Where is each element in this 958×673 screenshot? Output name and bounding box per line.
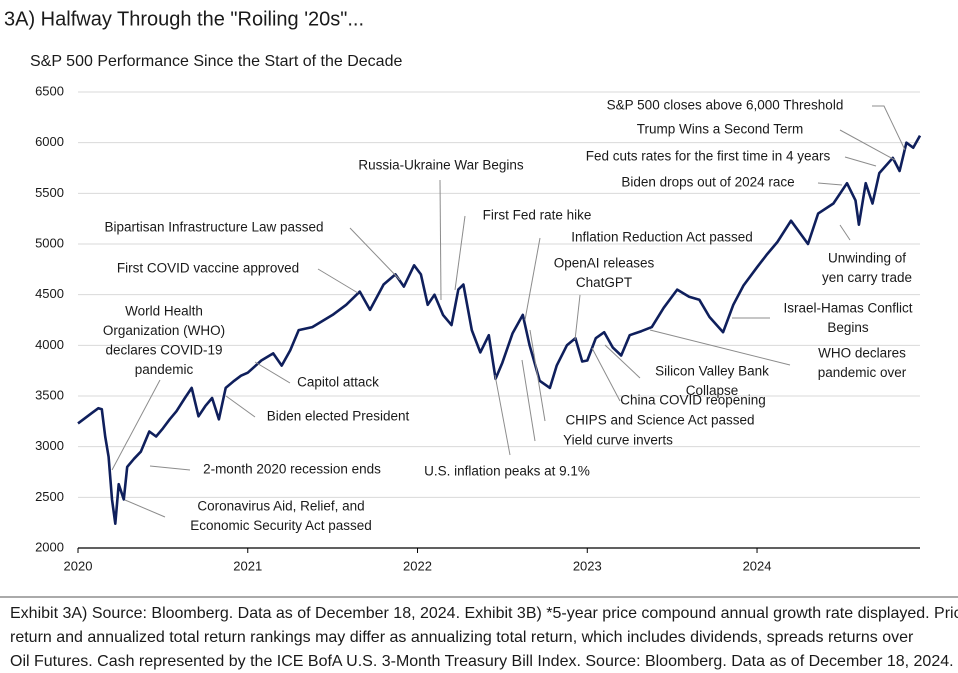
x-tick-label: 2023 (573, 558, 602, 573)
annotation: pandemic over (818, 365, 907, 380)
annotation: Economic Security Act passed (190, 518, 372, 533)
y-tick-label: 4000 (35, 337, 64, 352)
annotation: yen carry trade (822, 270, 912, 285)
annotation: U.S. inflation peaks at 9.1% (424, 464, 590, 479)
annotation: China COVID reopening (620, 393, 766, 408)
annotation-leader (574, 294, 581, 341)
annotation-leader (591, 347, 621, 402)
annotation: S&P 500 closes above 6,000 Threshold (607, 98, 844, 113)
annotation-leader (604, 344, 641, 379)
footnote: return and annualized total return ranki… (10, 629, 914, 646)
annotation: Russia-Ukraine War Begins (358, 158, 524, 173)
annotation-leader (124, 499, 166, 518)
annotation: Biden elected President (267, 409, 410, 424)
annotation: CHIPS and Science Act passed (565, 413, 754, 428)
annotation: First Fed rate hike (483, 208, 592, 223)
y-tick-label: 3000 (35, 438, 64, 453)
annotation-leader (844, 156, 877, 167)
x-tick-label: 2022 (403, 558, 432, 573)
footnote: Oil Futures. Cash represented by the ICE… (10, 653, 954, 670)
annotation: ChatGPT (576, 275, 632, 290)
y-tick-label: 2000 (35, 539, 64, 554)
annotation: Unwinding of (828, 251, 906, 266)
y-tick-label: 2500 (35, 489, 64, 504)
annotation-leader (149, 465, 191, 471)
annotation-leader (529, 329, 546, 422)
y-tick-label: 5500 (35, 185, 64, 200)
annotation: Coronavirus Aid, Relief, and (197, 499, 364, 514)
annotation-leader (349, 227, 401, 281)
annotation-leader (454, 215, 466, 291)
annotation: WHO declares (818, 346, 906, 361)
chart-subtitle: S&P 500 Performance Since the Start of t… (30, 53, 402, 70)
footnote: Exhibit 3A) Source: Bloomberg. Data as o… (10, 605, 958, 622)
annotation: Capitol attack (297, 375, 379, 390)
annotation: Israel-Hamas Conflict (783, 301, 912, 316)
y-tick-label: 6500 (35, 83, 64, 98)
annotation-leader (521, 359, 536, 442)
annotation: Yield curve inverts (563, 433, 673, 448)
y-tick-label: 5000 (35, 235, 64, 250)
annotation-leader (872, 105, 906, 151)
y-tick-label: 4500 (35, 286, 64, 301)
annotation: declares COVID-19 (105, 343, 222, 358)
annotation-leader (839, 224, 851, 241)
annotation: 2-month 2020 recession ends (203, 462, 381, 477)
annotation: Fed cuts rates for the first time in 4 y… (586, 149, 831, 164)
x-tick-label: 2020 (64, 558, 93, 573)
chart-title: 3A) Halfway Through the "Roiling '20s"..… (4, 8, 364, 30)
annotation-leader (225, 395, 256, 418)
annotation: Bipartisan Infrastructure Law passed (104, 220, 323, 235)
annotation-leader (111, 379, 161, 471)
annotation: Trump Wins a Second Term (637, 122, 804, 137)
annotation-leader (839, 129, 896, 161)
annotation: pandemic (135, 362, 194, 377)
annotation-leader (817, 182, 843, 186)
annotation-leader (649, 329, 791, 366)
annotation: Collapse (686, 383, 739, 398)
annotation-leader (439, 179, 442, 301)
annotation: World Health (125, 304, 203, 319)
annotation-leader (317, 268, 359, 294)
annotation-leader (254, 361, 291, 384)
annotation: First COVID vaccine approved (117, 261, 299, 276)
y-tick-label: 6000 (35, 134, 64, 149)
annotation: Begins (827, 320, 869, 335)
x-tick-label: 2024 (743, 558, 772, 573)
annotation: Inflation Reduction Act passed (571, 230, 753, 245)
series-line (77, 134, 922, 525)
annotation: Organization (WHO) (103, 323, 225, 338)
x-tick-label: 2021 (233, 558, 262, 573)
annotation-leader (524, 237, 541, 321)
annotation: Biden drops out of 2024 race (621, 175, 794, 190)
y-tick-label: 3500 (35, 387, 64, 402)
annotation: OpenAI releases (554, 256, 655, 271)
annotation: Silicon Valley Bank (655, 364, 769, 379)
annotation-leader (494, 374, 511, 456)
